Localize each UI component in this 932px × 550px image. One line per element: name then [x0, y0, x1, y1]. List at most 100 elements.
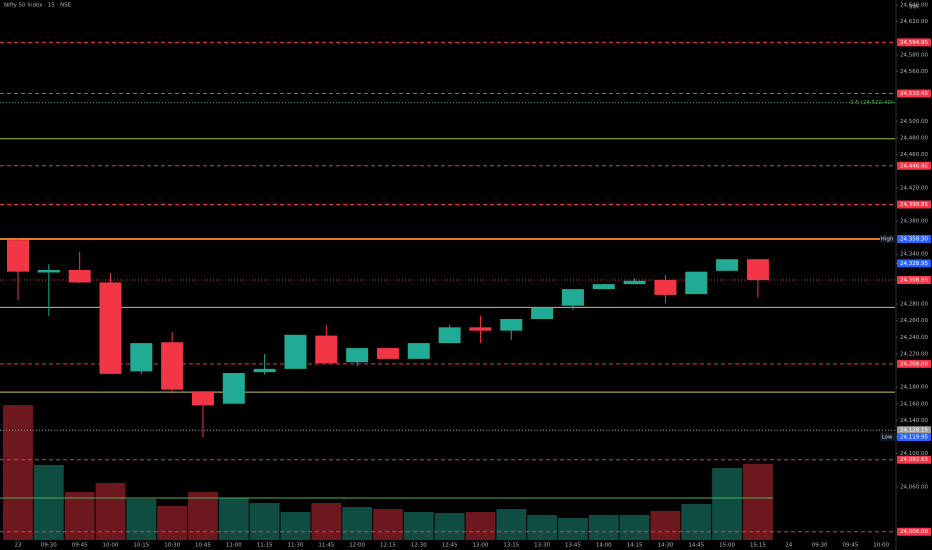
- candle-body: [716, 259, 739, 271]
- x-tick-label: 14:15: [627, 543, 643, 549]
- x-tick-label: 11:15: [257, 543, 273, 549]
- volume-bar: [496, 509, 527, 540]
- volume-bar: [249, 503, 280, 540]
- level-label: 24,208.00: [900, 361, 928, 367]
- level-label: 24,446.45: [900, 163, 928, 169]
- volume-bar: [311, 503, 342, 540]
- y-tick-label: 24,340.00: [900, 252, 928, 258]
- candle-body: [685, 271, 708, 295]
- candle-body: [500, 319, 523, 331]
- y-tick-label: 24,280.00: [900, 302, 928, 308]
- volume-bar: [218, 498, 249, 540]
- volume-bar: [126, 499, 157, 540]
- volume-bar: [434, 513, 465, 540]
- volume-bar: [743, 464, 773, 540]
- y-tick-label: 24,380.00: [900, 218, 928, 224]
- x-tick-label: 09:30: [812, 543, 828, 549]
- x-tick-label: 11:00: [226, 543, 242, 549]
- volume-bar: [558, 518, 588, 540]
- y-tick-label: 24,480.00: [900, 135, 928, 141]
- y-tick-label: 24,140.00: [900, 418, 928, 424]
- level-badge: [897, 235, 931, 244]
- candle-body: [7, 240, 29, 272]
- level-badge: [897, 89, 931, 98]
- level-badge: [897, 433, 931, 442]
- level-tag-badge: [880, 433, 895, 442]
- y-tick-label: 24,460.00: [900, 152, 928, 158]
- currency: INR: [909, 5, 919, 11]
- volume-bar: [527, 515, 558, 540]
- x-tick-label: 13:30: [534, 543, 550, 549]
- y-tick-label: 24,240.00: [900, 335, 928, 341]
- candle-body: [315, 335, 338, 364]
- x-tick-label: 10:30: [164, 543, 180, 549]
- volume-bar: [650, 511, 681, 540]
- x-tick-label: 23: [15, 543, 22, 549]
- level-badge: [897, 38, 931, 47]
- level-badge: [897, 259, 931, 268]
- x-tick-label: 10:15: [133, 543, 149, 549]
- candle-body: [161, 342, 184, 390]
- x-tick-label: 15:00: [719, 543, 735, 549]
- candle-body: [284, 334, 307, 369]
- x-tick-label: 10:00: [873, 543, 889, 549]
- level-label: 24,308.95: [900, 278, 928, 284]
- volume-bar: [33, 465, 64, 540]
- level-label: 24,594.95: [900, 40, 928, 46]
- volume-bar: [64, 492, 95, 540]
- volume-bar: [619, 515, 650, 540]
- y-tick-label: 24,620.00: [900, 19, 928, 25]
- chart-title: Nifty 50 Index · 15 · NSE: [4, 3, 72, 9]
- candle-body: [253, 368, 276, 373]
- candle-body: [654, 279, 677, 295]
- x-tick-label: 14:30: [658, 543, 674, 549]
- candle-body: [438, 327, 461, 344]
- level-label: 24,533.45: [900, 91, 928, 97]
- volume-bar: [280, 512, 311, 540]
- x-tick-label: 14:45: [688, 543, 704, 549]
- x-tick-label: 12:30: [411, 543, 427, 549]
- volume-bar: [712, 468, 743, 540]
- level-label: 24,092.65: [900, 457, 928, 463]
- level-tag: High: [881, 237, 894, 243]
- volume-bar: [95, 483, 126, 540]
- x-tick-label: 09:30: [41, 543, 57, 549]
- x-tick-label: 12:15: [380, 543, 396, 549]
- level-badge: [897, 455, 931, 464]
- level-badge: [897, 200, 931, 209]
- level-label: 0.5 (24,522.40): [850, 100, 893, 106]
- y-tick-label: 24,180.00: [900, 385, 928, 391]
- x-tick-label: 12:45: [442, 543, 458, 549]
- y-tick-label: 24,260.00: [900, 318, 928, 324]
- x-tick-label: 24: [785, 543, 792, 549]
- y-tick-label: 24,100.00: [900, 451, 928, 457]
- candle-body: [376, 348, 399, 359]
- volume-bar: [342, 507, 373, 540]
- y-tick-label: 24,580.00: [900, 52, 928, 58]
- y-tick-label: 24,060.00: [900, 484, 928, 490]
- candle-body: [130, 343, 153, 372]
- candle-body: [746, 259, 769, 281]
- level-label: 24,328.95: [900, 261, 928, 267]
- candle-body: [222, 373, 245, 404]
- candle-body: [191, 391, 214, 406]
- level-label: 24,128.15: [900, 428, 928, 434]
- volume-bar: [157, 506, 188, 540]
- x-tick-label: 15:15: [750, 543, 766, 549]
- x-tick-label: 09:45: [842, 543, 858, 549]
- candle-body: [37, 270, 60, 273]
- y-tick-label: 24,420.00: [900, 185, 928, 191]
- level-tag: Low: [882, 435, 893, 441]
- candle-body: [469, 327, 492, 331]
- volume-bar: [403, 512, 434, 540]
- x-tick-label: 10:00: [103, 543, 119, 549]
- x-tick-label: 12:00: [349, 543, 365, 549]
- level-label: 24,399.85: [900, 202, 928, 208]
- x-tick-label: 09:45: [72, 543, 88, 549]
- candle-body: [346, 348, 369, 363]
- x-tick-label: 14:00: [596, 543, 612, 549]
- candle-body: [623, 280, 646, 285]
- y-tick-label: 24,640.00: [900, 2, 928, 8]
